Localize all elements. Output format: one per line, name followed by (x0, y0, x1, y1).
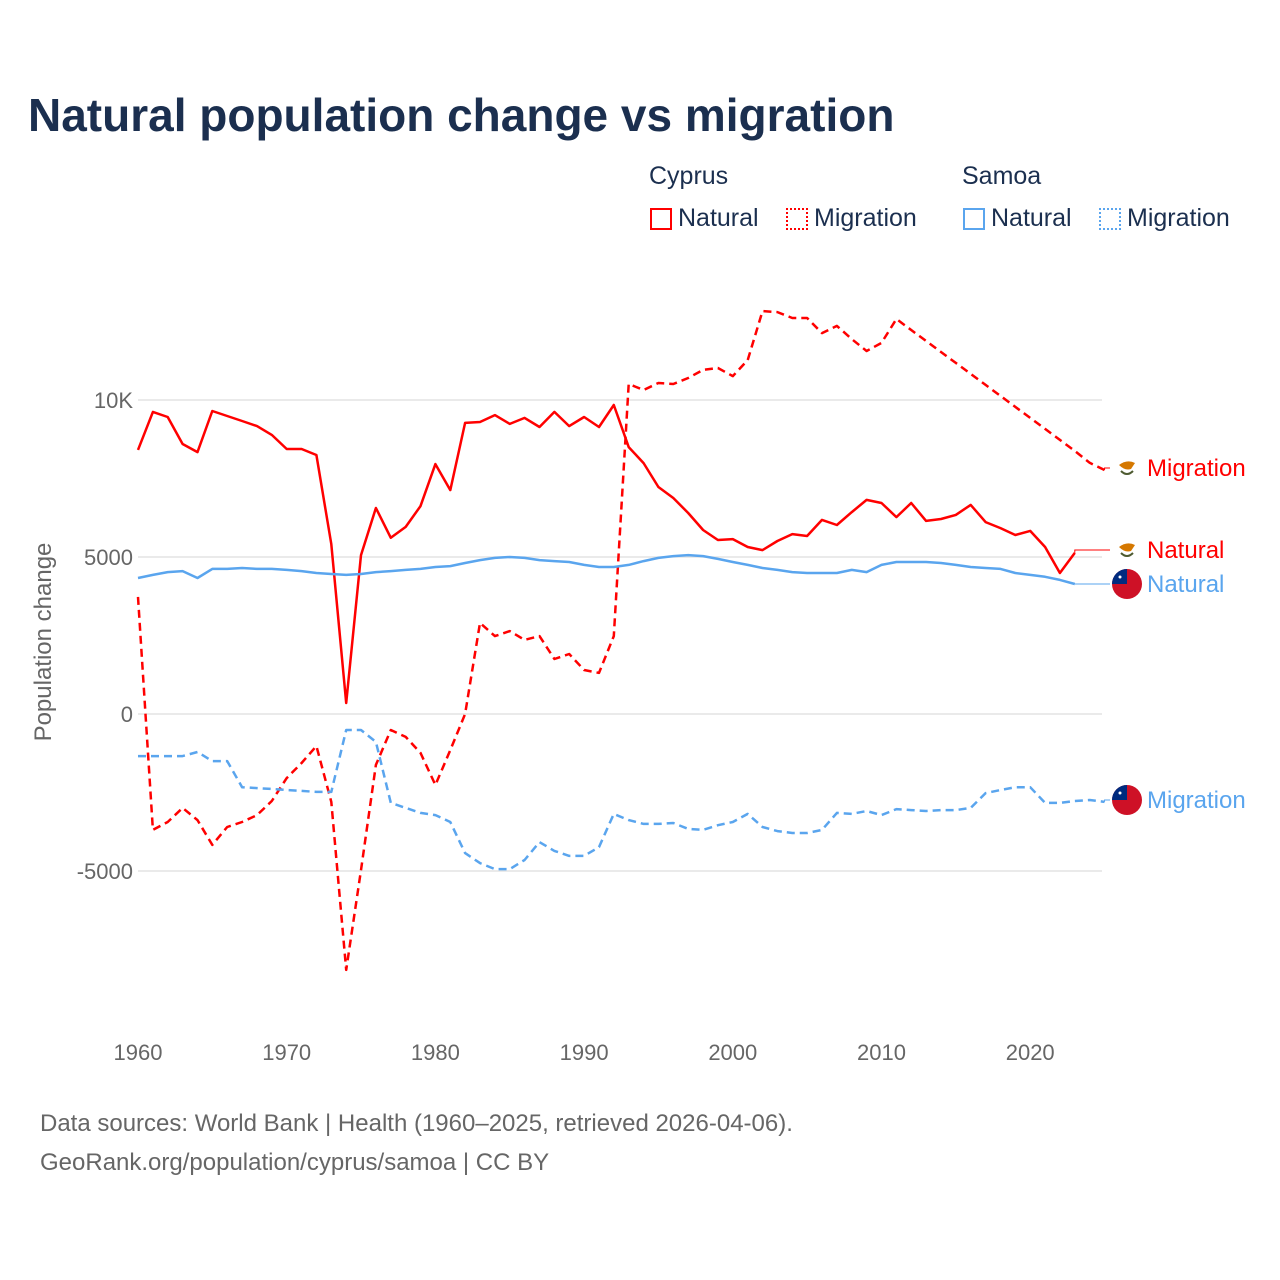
series-line-cyprus-migration (136, 309, 1106, 972)
x-tick-label: 1960 (114, 1040, 163, 1065)
x-tick-label: 2010 (857, 1040, 906, 1065)
x-tick-label: 1980 (411, 1040, 460, 1065)
y-tick-label: 5000 (84, 545, 133, 570)
series-end-label: Natural (1147, 571, 1224, 598)
legend-cyprus-natural[interactable]: Natural (650, 204, 759, 233)
x-tick-label: 1970 (262, 1040, 311, 1065)
samoa-flag-icon (1112, 569, 1142, 599)
footer-link[interactable]: GeoRank.org/population/cyprus/samoa | CC… (40, 1149, 550, 1176)
flag-map (1119, 543, 1135, 552)
legend-swatch-solid (650, 207, 672, 230)
label-connector (1104, 467, 1110, 471)
series-line-samoa-migration (138, 728, 1105, 871)
x-tick-label: 2020 (1006, 1040, 1055, 1065)
cyprus-flag-icon (1113, 454, 1141, 482)
legend-label: Natural (678, 204, 759, 232)
footer-sources: Data sources: World Bank | Health (1960–… (40, 1110, 793, 1137)
x-tick-label: 2000 (708, 1040, 757, 1065)
y-tick-label: 0 (121, 702, 133, 727)
flag-olive (1120, 470, 1134, 475)
legend-samoa-migration[interactable]: Migration (1099, 204, 1230, 233)
legend-group-cyprus: Cyprus (649, 162, 729, 190)
y-tick-label: 10K (94, 388, 133, 413)
flag-star (1118, 791, 1122, 795)
legend-label: Natural (991, 204, 1072, 232)
flag-map (1119, 461, 1135, 470)
legend-swatch-dotted (786, 207, 808, 230)
series-line-cyprus-natural (136, 403, 1076, 705)
series-end-label: Natural (1147, 537, 1224, 564)
flag-star (1118, 575, 1122, 579)
label-connector (1104, 799, 1110, 802)
legend-group-samoa: Samoa (962, 162, 1042, 190)
series-line-samoa-natural (137, 553, 1076, 586)
flag-olive (1120, 552, 1134, 557)
legend-cyprus-migration[interactable]: Migration (786, 204, 917, 233)
legend-swatch-dotted (1099, 207, 1121, 230)
legend-label: Migration (814, 204, 917, 232)
legend-label: Migration (1127, 204, 1230, 232)
legend-swatch-solid (963, 207, 985, 230)
x-tick-label: 1990 (560, 1040, 609, 1065)
y-axis-label: Population change (30, 543, 57, 742)
label-connector (1074, 549, 1110, 553)
series-end-label: Migration (1147, 455, 1246, 482)
series-end-label: Migration (1147, 787, 1246, 814)
samoa-flag-icon (1112, 785, 1142, 815)
y-tick-label: -5000 (77, 859, 133, 884)
cyprus-flag-icon (1113, 536, 1141, 564)
chart-title: Natural population change vs migration (28, 89, 895, 141)
legend-samoa-natural[interactable]: Natural (963, 204, 1072, 233)
